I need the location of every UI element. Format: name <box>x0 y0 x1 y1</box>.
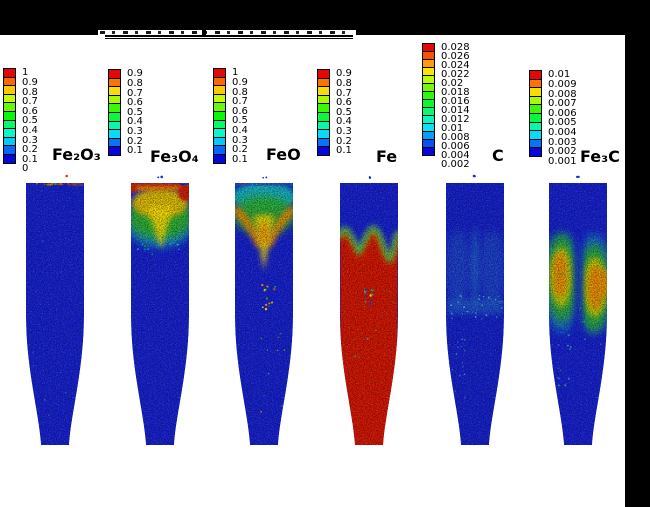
vessel-feo <box>235 176 293 445</box>
top-black-bar <box>0 0 650 35</box>
colorbar-tick-label: 0.001 <box>548 155 577 167</box>
title-letter-bottoms <box>100 31 345 34</box>
particle-bed-panels <box>26 174 607 445</box>
colorbar-5 <box>529 70 542 157</box>
colorbar-tick-label: 0.8 <box>232 86 248 98</box>
vessel-fe2o3 <box>26 174 84 445</box>
colorbar-tick-label: 0.4 <box>127 116 143 128</box>
colorbar-tick-label: 0.007 <box>548 98 577 110</box>
colorbar-tick-label: 0.009 <box>548 78 577 90</box>
colorbar-tick-label: 0.024 <box>441 60 470 71</box>
colorbar-tick-label: 0.4 <box>336 116 352 128</box>
colorbar-tick-label: 0.016 <box>441 96 470 107</box>
colorbar-tick-label: 0.9 <box>232 76 248 88</box>
species-label-fe3o4: Fe₃O₄ <box>150 147 199 166</box>
colorbar-tick-label: 0.7 <box>336 87 352 99</box>
colorbar-tick-label: 0.9 <box>336 68 352 80</box>
colorbar-tick-label: 0.3 <box>336 125 352 137</box>
colorbar-segment <box>108 146 121 156</box>
colorbar-tick-label: 0.4 <box>22 124 38 136</box>
colorbar-tick-label: 0.5 <box>22 115 38 127</box>
colorbar-tick-label: 0.3 <box>22 134 38 146</box>
colorbar-tick-label: 0.7 <box>22 96 38 108</box>
colorbar-tick-label: 0.004 <box>548 126 577 138</box>
colorbar-tick-label: 0.008 <box>548 88 577 100</box>
colorbar-tick-label: 0.022 <box>441 69 470 80</box>
colorbar-tick-label: 0.2 <box>336 135 352 147</box>
colorbar-tick-label: 0.1 <box>127 145 143 157</box>
species-label-feo: FeO <box>266 145 301 164</box>
colorbar-tick-label: 0.1 <box>232 153 248 165</box>
vessel-fe3o4 <box>131 175 189 445</box>
colorbar-segment <box>317 146 330 156</box>
colorbar-tick-label: 0.5 <box>127 106 143 118</box>
colorbar-tick-label: 0.008 <box>441 132 470 143</box>
title-underline-2 <box>105 37 353 39</box>
colorbar-0 <box>3 68 16 164</box>
colorbar-tick-label: 0.6 <box>22 105 38 117</box>
colorbar-tick-label: 0.3 <box>232 134 248 146</box>
colorbar-tick-label: 0.5 <box>232 115 248 127</box>
colorbar-tick-label: 0.6 <box>336 97 352 109</box>
colorbar-segment <box>422 147 435 156</box>
colorbar-tick-label: 0.2 <box>127 135 143 147</box>
species-label-fe2o3: Fe₂O₃ <box>52 145 101 164</box>
colorbar-tick-label: 0.8 <box>127 77 143 89</box>
colorbar-segment <box>529 147 542 157</box>
colorbar-tick-label: 0.002 <box>441 159 470 170</box>
colorbar-segment <box>213 153 226 164</box>
colorbar-tick-label: 0.3 <box>127 125 143 137</box>
colorbar-tick-label: 0.1 <box>336 145 352 157</box>
colorbar-tick-label: 0.2 <box>22 144 38 156</box>
right-black-bar <box>625 0 650 507</box>
colorbar-4 <box>422 43 435 156</box>
colorbar-tick-label: 0.2 <box>232 144 248 156</box>
vessel-fe <box>340 176 398 445</box>
colorbar-1 <box>108 69 121 156</box>
colorbar-tick-label: 1 <box>232 67 239 79</box>
colorbar-tick-label: 0.01 <box>548 69 571 81</box>
colorbar-tick-label: 0.4 <box>232 124 248 136</box>
colorbar-tick-label: 0.9 <box>127 68 143 80</box>
colorbar-tick-label: 0.1 <box>22 153 38 165</box>
colorbar-tick-label: 0.026 <box>441 51 470 62</box>
colorbar-tick-label: 0.005 <box>548 117 577 129</box>
colorbar-tick-label: 0.6 <box>232 105 248 117</box>
colorbar-tick-label: 0.5 <box>336 106 352 118</box>
vessel-c <box>446 174 504 445</box>
colorbar-tick-label: 0.006 <box>548 107 577 119</box>
colorbar-3 <box>317 69 330 156</box>
colorbar-tick-label: 0.012 <box>441 114 470 125</box>
species-label-c: C <box>492 146 504 165</box>
species-label-fe: Fe <box>376 147 398 166</box>
colorbar-tick-label: 0 <box>22 163 29 175</box>
colorbar-tick-label: 0.028 <box>441 42 470 53</box>
species-label-fe3c: Fe₃C <box>580 147 620 166</box>
colorbar-tick-label: 0.014 <box>441 105 470 116</box>
colorbar-segment <box>3 153 16 164</box>
colorbar-tick-label: 0.002 <box>548 146 577 158</box>
colorbar-tick-label: 0.018 <box>441 87 470 98</box>
title-descender-mark <box>202 30 206 37</box>
colorbar-tick-label: 1 <box>22 67 29 79</box>
colorbar-tick-label: 0.7 <box>127 87 143 99</box>
vessel-fe3c <box>549 175 607 445</box>
colorbar-tick-label: 0.6 <box>127 97 143 109</box>
colorbar-tick-label: 0.9 <box>22 76 38 88</box>
colorbar-tick-label: 0.01 <box>441 123 464 134</box>
title-underline <box>105 35 353 37</box>
colorbar-tick-label: 0.8 <box>22 86 38 98</box>
colorbar-tick-label: 0.8 <box>336 77 352 89</box>
colorbar-tick-label: 0.7 <box>232 96 248 108</box>
colorbar-tick-label: 0.006 <box>441 141 470 152</box>
colorbar-2 <box>213 68 226 164</box>
colorbar-tick-label: 0.02 <box>441 78 464 89</box>
colorbar-tick-label: 0.004 <box>441 150 470 161</box>
colorbar-tick-label: 0.003 <box>548 136 577 148</box>
